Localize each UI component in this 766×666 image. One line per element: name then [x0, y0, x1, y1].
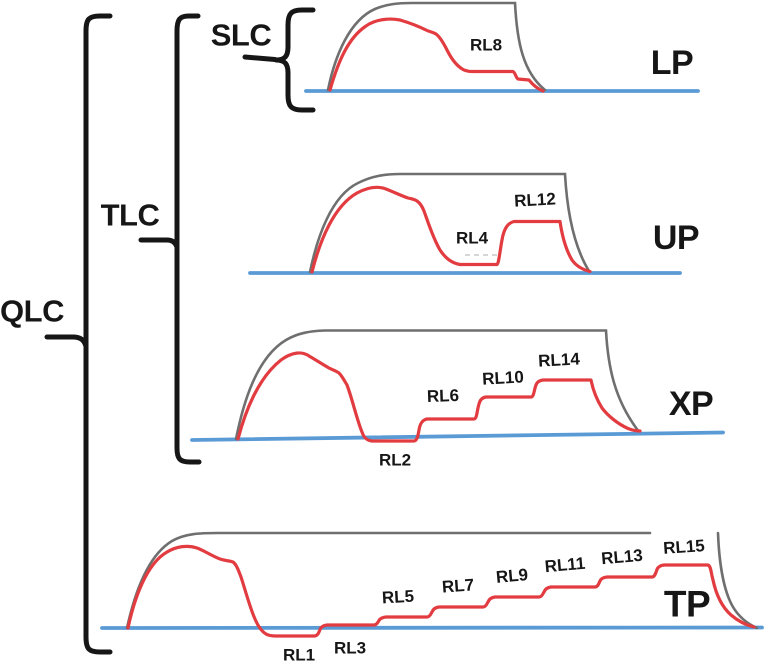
up-envelope-curve [308, 172, 591, 274]
slc-label: SLC [210, 17, 272, 53]
rl13-label: RL13 [600, 545, 644, 569]
tp-envelope-curve [125, 531, 652, 630]
tlc-label-connector [138, 237, 179, 249]
tp-page-label: TP [663, 583, 711, 625]
rl6-label: RL6 [426, 385, 460, 407]
xp-page-label: XP [668, 385, 714, 423]
slc-label-connector [242, 54, 278, 62]
up-signal-curve [310, 185, 592, 274]
rl10-label: RL10 [481, 367, 525, 389]
rl1-label: RL1 [282, 645, 316, 665]
tp-baseline [100, 625, 764, 630]
xp-baseline [190, 430, 725, 442]
tp-envelope-falling-edge [716, 531, 759, 630]
up-page-label: UP [652, 219, 700, 257]
rl5-label: RL5 [381, 586, 415, 608]
rl2-label: RL2 [378, 450, 412, 470]
tlc-bracket [174, 13, 202, 465]
qlc-label-connector [44, 334, 88, 348]
rl8-label: RL8 [469, 35, 503, 55]
tp-signal-curve [126, 544, 756, 638]
lp-envelope-curve [326, 1, 547, 92]
qlc-bracket [83, 13, 113, 655]
rl4-label: RL4 [455, 228, 489, 248]
tlc-label: TLC [100, 197, 160, 233]
xp-envelope-curve [234, 329, 640, 441]
rl7-label: RL7 [441, 575, 475, 597]
rl9-label: RL9 [495, 565, 529, 587]
lp-signal-curve [328, 17, 545, 93]
rl12-label: RL12 [513, 189, 557, 211]
rl14-label: RL14 [537, 349, 581, 371]
lp-page-label: LP [650, 44, 694, 82]
qlc-label: QLC [0, 293, 64, 329]
xp-signal-curve [236, 351, 642, 443]
rl11-label: RL11 [543, 553, 587, 577]
slc-brace [273, 7, 316, 113]
rl15-label: RL15 [662, 536, 706, 558]
rl3-label: RL3 [333, 638, 367, 658]
